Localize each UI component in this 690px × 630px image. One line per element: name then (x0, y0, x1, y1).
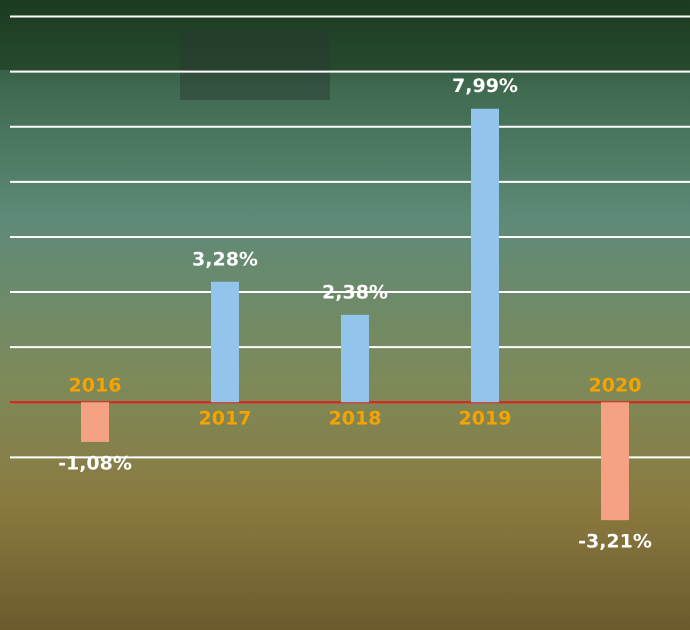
bar (471, 108, 499, 403)
value-label: 2,38% (322, 281, 388, 303)
bar (601, 402, 629, 521)
category-label: 2016 (69, 375, 122, 397)
category-label: 2019 (459, 408, 512, 430)
bar (81, 402, 109, 442)
category-label: 2017 (199, 408, 252, 430)
bar (211, 281, 239, 403)
category-label: 2018 (329, 408, 382, 430)
value-label: 3,28% (192, 248, 258, 270)
category-label: 2020 (589, 375, 642, 397)
bar (341, 314, 369, 403)
forest (0, 0, 690, 70)
boat (180, 30, 330, 100)
value-label: 7,99% (452, 75, 518, 97)
value-label: -3,21% (578, 531, 652, 553)
value-label: -1,08% (58, 452, 132, 474)
